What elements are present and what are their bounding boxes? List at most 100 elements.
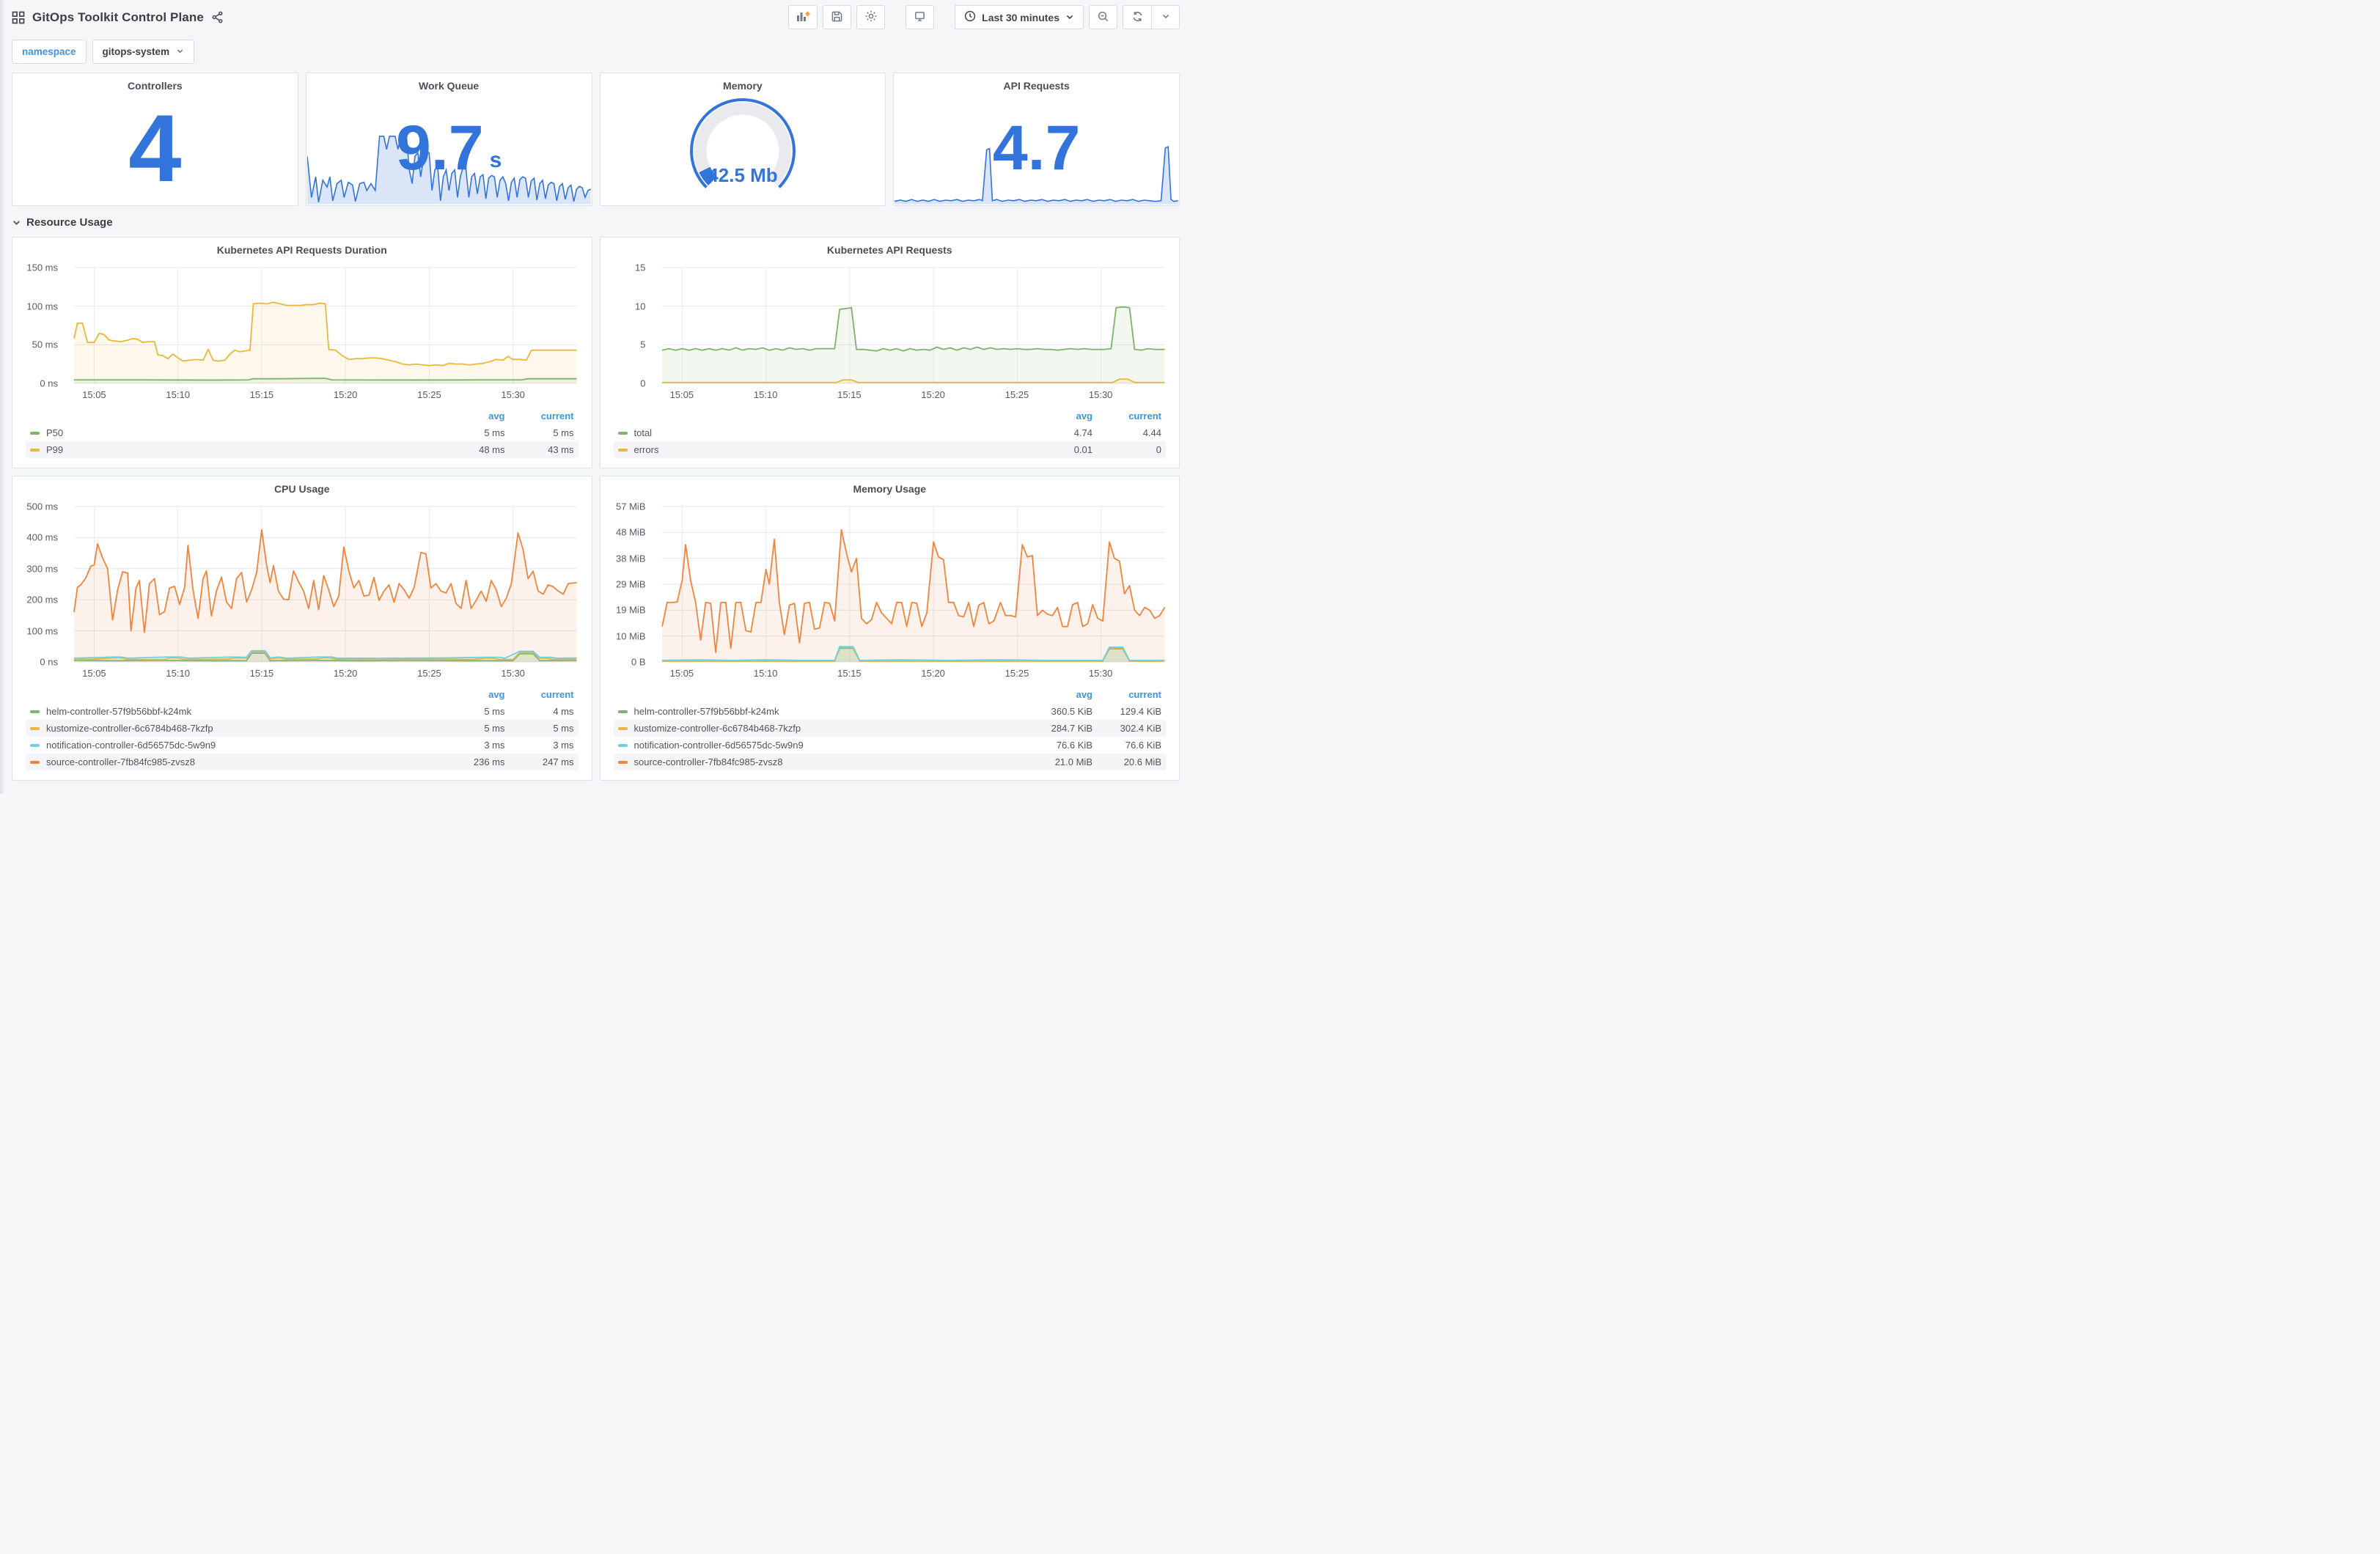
legend-header-avg[interactable]: avg [488,689,505,700]
magnifier-minus-icon [1097,10,1109,25]
series-swatch [30,726,40,730]
legend-series-name[interactable]: notification-controller-6d56575dc-5w9n9 [46,740,216,751]
x-axis-tick: 15:05 [669,668,694,679]
x-axis-tick: 15:20 [333,389,358,400]
section-title: Resource Usage [26,216,113,229]
legend-series-name[interactable]: notification-controller-6d56575dc-5w9n9 [633,740,804,751]
x-axis-tick: 15:05 [669,389,694,400]
legend-row: P50 5 ms 5 ms [26,424,579,441]
chevron-down-icon [1065,12,1074,23]
panel-title[interactable]: Controllers [128,80,183,92]
add-panel-button[interactable] [788,5,818,29]
legend-series-name[interactable]: source-controller-7fb84fc985-zvsz8 [633,756,783,767]
save-icon [831,10,843,25]
legend-avg-value: 5 ms [484,723,505,734]
legend-avg-value: 5 ms [484,706,505,717]
legend-current-value: 3 ms [553,740,574,751]
legend-header-avg[interactable]: avg [1076,689,1092,700]
legend-series-name[interactable]: kustomize-controller-6c6784b468-7kzfp [633,723,801,734]
legend-avg-value: 4.74 [1073,427,1092,438]
x-axis-tick: 15:10 [753,668,778,679]
legend-current-value: 4 ms [553,706,574,717]
legend-header-avg[interactable]: avg [488,410,505,421]
legend-row: helm-controller-57f9b56bbf-k24mk 360.5 Ki… [614,703,1167,720]
legend-series-name[interactable]: kustomize-controller-6c6784b468-7kzfp [46,723,213,734]
panel-title[interactable]: CPU Usage [274,483,330,495]
legend-row: helm-controller-57f9b56bbf-k24mk 5 ms 4 ms [26,703,579,720]
legend-row: source-controller-7fb84fc985-zvsz8 236 ms… [26,754,579,770]
legend-row: P99 48 ms 43 ms [26,441,579,458]
panel-api-requests: API Requests 4.7 [893,73,1180,206]
y-axis-tick: 15 [635,262,646,273]
chart-plot: 0 ns 50 ms 100 ms 150 ms [26,262,577,389]
x-axis-tick: 15:20 [921,389,945,400]
stat-unit: s [489,148,502,172]
series-swatch [30,760,40,764]
panel-title[interactable]: Kubernetes API Requests Duration [216,244,387,256]
refresh-interval-dropdown[interactable] [1151,5,1180,29]
refresh-controls [1123,5,1180,29]
legend-series-name[interactable]: source-controller-7fb84fc985-zvsz8 [46,756,196,767]
legend-avg-value: 48 ms [479,444,505,455]
legend-header-current[interactable]: current [540,689,574,700]
time-range-label: Last 30 minutes [982,11,1059,23]
x-axis-tick: 15:30 [1088,389,1113,400]
legend-row: source-controller-7fb84fc985-zvsz8 21.0 M… [613,754,1166,770]
time-range-picker[interactable]: Last 30 minutes [955,5,1084,29]
panel-title[interactable]: Work Queue [419,80,480,92]
legend-current-value: 5 ms [553,723,574,734]
x-axis-tick: 15:15 [837,389,862,400]
row-header-resource-usage[interactable]: Resource Usage [0,206,1190,235]
y-axis-tick: 5 [640,339,646,350]
legend-current-value: 302.4 KiB [1120,723,1161,734]
legend-series-name[interactable]: P50 [46,427,64,438]
legend-header-current[interactable]: current [540,410,574,421]
legend-series-name[interactable]: errors [633,444,659,455]
x-axis-tick: 15:15 [249,668,274,679]
x-axis-tick: 15:15 [249,389,274,400]
legend-series-name[interactable]: P99 [46,444,64,455]
dashboard-page: GitOps Toolkit Control Plane [0,0,1190,794]
panel-title[interactable]: Kubernetes API Requests [826,244,952,256]
save-dashboard-button[interactable] [823,5,852,29]
series-swatch [617,760,628,764]
zoom-out-time-button[interactable] [1089,5,1117,29]
variable-value-dropdown[interactable]: gitops-system [92,40,195,64]
page-title: GitOps Toolkit Control Plane [32,10,204,24]
legend-series-name[interactable]: total [633,427,653,438]
x-axis-tick: 15:30 [501,389,525,400]
x-axis-tick: 15:25 [417,389,441,400]
legend-header-current[interactable]: current [1128,689,1161,700]
add-panel-icon [796,10,810,25]
panel-title[interactable]: Memory [723,80,763,92]
panel-memory: Memory 42.5 Mb [599,73,886,206]
template-variables-row: namespace gitops-system [0,34,1190,73]
chevron-down-icon [12,218,21,227]
legend-row: kustomize-controller-6c6784b468-7kzfp 284… [613,720,1166,737]
legend-series-name[interactable]: helm-controller-57f9b56bbf-k24mk [633,706,779,717]
cycle-view-mode-button[interactable] [906,5,935,29]
legend-avg-value: 0.01 [1073,444,1092,455]
share-icon[interactable] [211,11,224,23]
y-axis-tick: 400 ms [26,531,58,543]
series-swatch [30,743,40,747]
legend-header-current[interactable]: current [1128,410,1161,421]
legend-current-value: 76.6 KiB [1125,740,1161,751]
legend-series-name[interactable]: helm-controller-57f9b56bbf-k24mk [46,706,191,717]
legend-avg-value: 5 ms [484,427,505,438]
panel-title[interactable]: Memory Usage [853,483,927,495]
series-swatch [30,710,40,713]
y-axis-tick: 100 ms [26,625,58,637]
refresh-button[interactable] [1123,5,1151,29]
legend-header: avg current [614,688,1167,703]
y-axis-tick: 0 ns [40,656,58,668]
dashboard-settings-button[interactable] [856,5,886,29]
series-swatch [617,743,628,747]
x-axis-tick: 15:05 [82,668,106,679]
x-axis-tick: 15:15 [837,668,862,679]
legend-row: notification-controller-6d56575dc-5w9n9 7… [614,737,1167,754]
x-axis: 15:05 15:10 15:15 15:20 15:25 15:30 [74,666,577,683]
panel-title[interactable]: API Requests [1003,80,1070,92]
y-axis-tick: 48 MiB [616,526,646,538]
legend-header-avg[interactable]: avg [1076,410,1092,421]
